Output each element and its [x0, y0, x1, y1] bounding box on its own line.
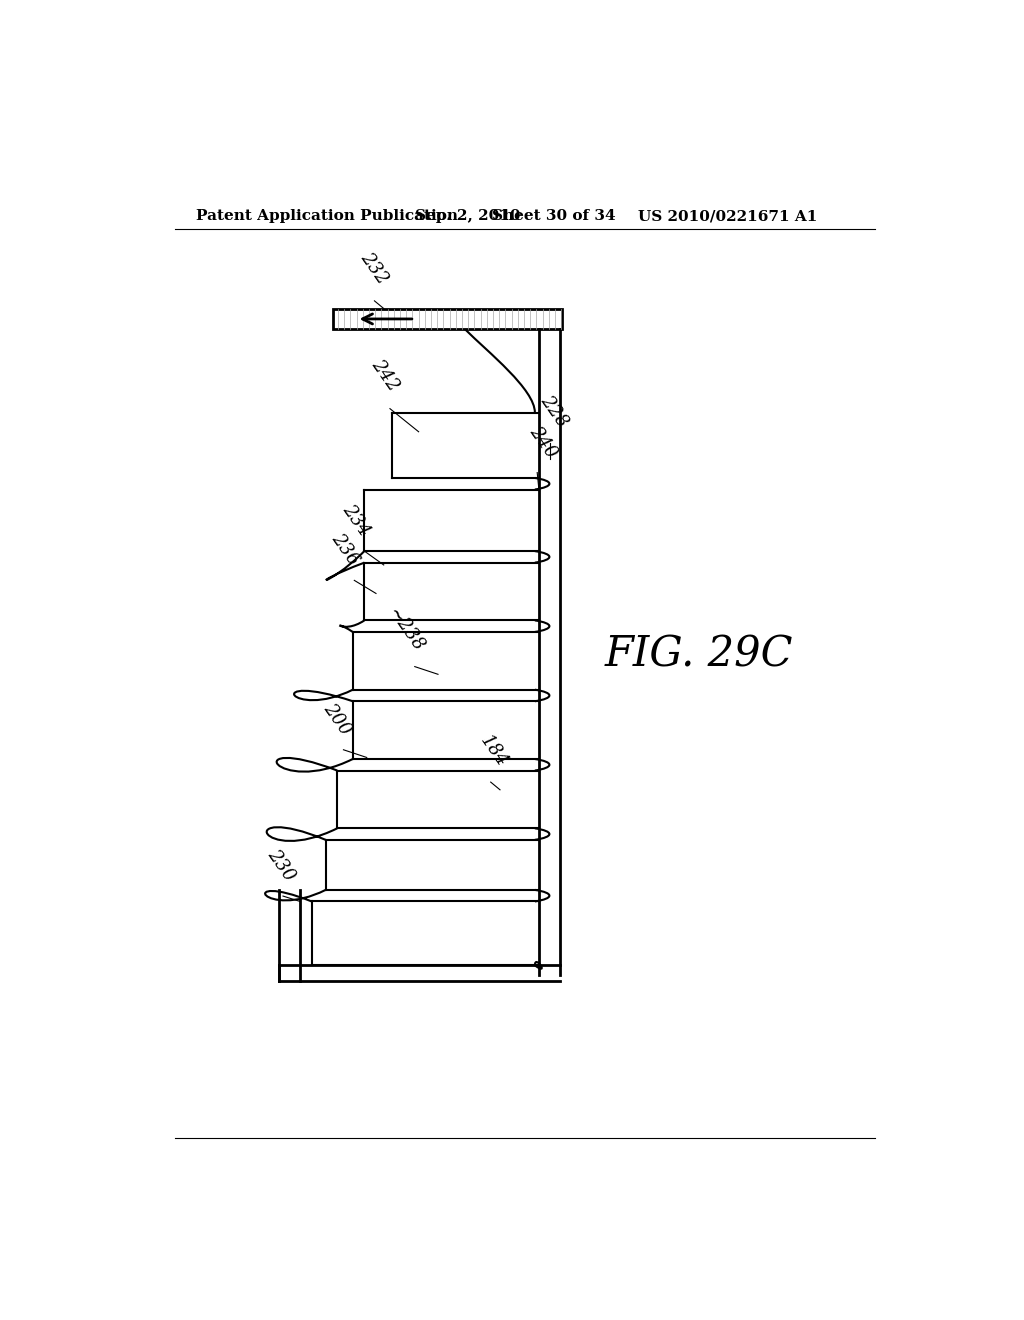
Text: 234: 234 [339, 502, 374, 540]
Text: US 2010/0221671 A1: US 2010/0221671 A1 [638, 209, 817, 223]
Text: 236: 236 [328, 531, 362, 569]
Text: Sheet 30 of 34: Sheet 30 of 34 [493, 209, 615, 223]
Text: 240: 240 [525, 422, 560, 461]
Text: 228: 228 [538, 392, 571, 430]
Text: Sep. 2, 2010: Sep. 2, 2010 [415, 209, 520, 223]
Text: 232: 232 [356, 248, 391, 288]
Text: 200: 200 [321, 700, 354, 738]
Text: 230: 230 [263, 846, 298, 884]
Bar [334, 309, 562, 330]
Text: 184: 184 [477, 733, 511, 771]
Text: FIG. 29C: FIG. 29C [604, 634, 794, 676]
Text: 242: 242 [369, 356, 402, 395]
Text: Patent Application Publication: Patent Application Publication [197, 209, 458, 223]
Text: ~238: ~238 [384, 605, 427, 655]
